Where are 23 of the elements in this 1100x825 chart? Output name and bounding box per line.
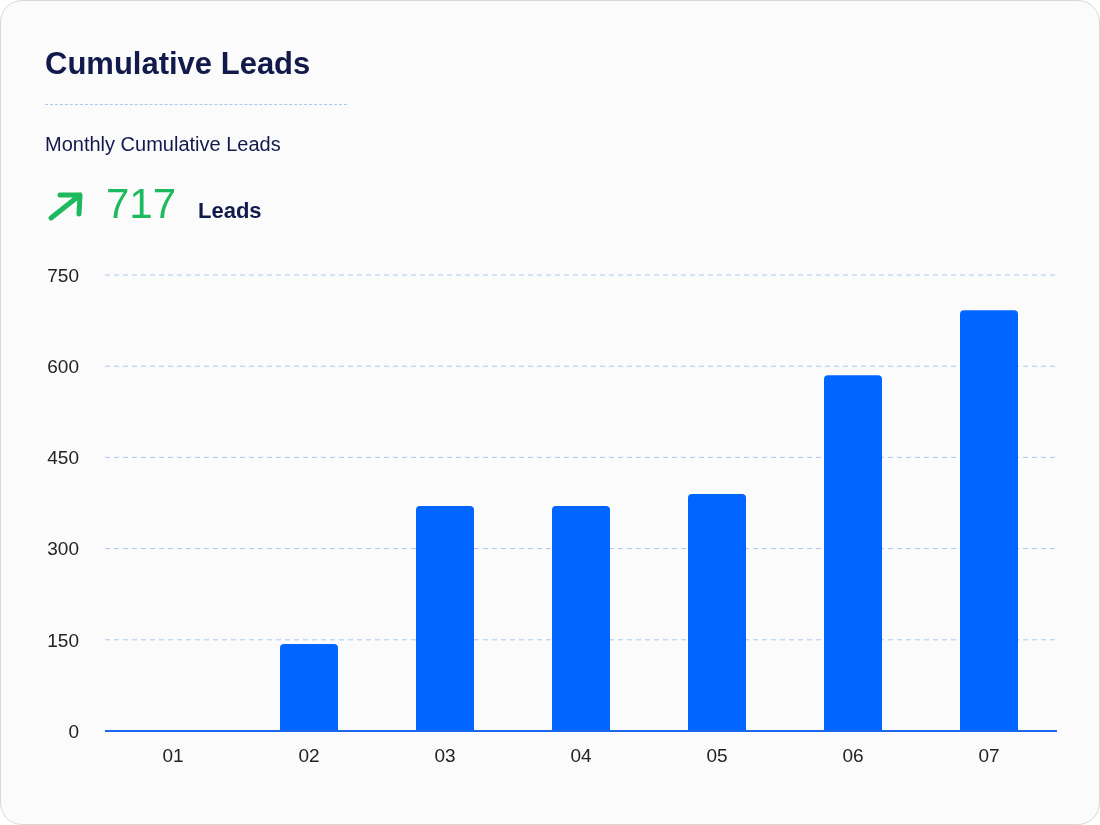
x-tick-label: 02 bbox=[298, 745, 320, 767]
bar bbox=[552, 506, 610, 731]
x-tick-label: 03 bbox=[434, 745, 456, 767]
text: 717 bbox=[106, 180, 177, 228]
y-tick-label: 0 bbox=[68, 720, 79, 742]
x-tick-label: 06 bbox=[842, 745, 864, 767]
y-tick-label: 600 bbox=[47, 355, 79, 377]
y-tick-label: 300 bbox=[47, 538, 79, 560]
x-tick-label: 01 bbox=[162, 745, 184, 767]
bar bbox=[280, 644, 338, 731]
x-tick-label: 07 bbox=[978, 745, 1000, 767]
x-tick-label: 04 bbox=[570, 745, 592, 767]
chart-title: Cumulative Leads bbox=[45, 46, 311, 82]
bar bbox=[416, 506, 474, 731]
bar bbox=[960, 310, 1018, 731]
bar bbox=[688, 493, 746, 731]
text: Leads bbox=[198, 198, 262, 224]
x-tick-label: 05 bbox=[706, 745, 728, 767]
y-tick-label: 450 bbox=[47, 447, 79, 469]
chart-subtitle: Monthly Cumulative Leads bbox=[45, 133, 281, 156]
y-tick-label: 750 bbox=[47, 264, 79, 286]
bar bbox=[824, 375, 882, 731]
y-tick-label: 150 bbox=[47, 629, 79, 651]
